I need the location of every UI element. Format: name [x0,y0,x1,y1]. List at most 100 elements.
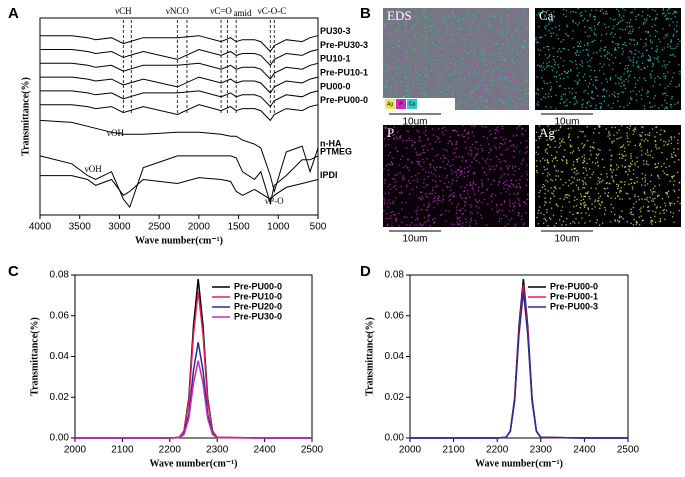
x-tick-label: 2500 [148,222,171,233]
eds-dot [584,31,587,33]
eds-dot [447,163,449,165]
eds-dot [440,69,442,71]
eds-dot [663,60,665,62]
eds-dot [414,35,416,37]
eds-dot [677,142,679,145]
eds-dot [519,51,522,53]
eds-dot [485,86,487,88]
eds-dot [395,197,397,199]
eds-dot [614,197,617,200]
eds-dot [629,43,631,45]
eds-dot [452,178,454,180]
eds-dot [470,154,472,157]
eds-dot [410,19,413,21]
eds-dot [419,96,421,98]
x-tick-label: 1000 [267,222,290,233]
eds-dot [409,182,411,184]
eds-dot [452,30,454,33]
eds-dot [523,97,526,99]
eds-dot [583,154,585,156]
eds-dot [512,70,514,72]
eds-dot [454,13,456,15]
eds-dot [513,61,515,64]
eds-dot [403,177,406,179]
eds-dot [597,22,599,24]
eds-dot [647,8,649,10]
eds-dot [499,55,501,58]
eds-dot [422,39,425,42]
eds-dot [517,81,519,83]
eds-dot [618,153,621,155]
eds-dot [545,179,547,182]
eds-dot [666,33,668,36]
eds-dot [627,64,629,67]
eds-dot [656,148,658,150]
eds-dot [505,76,507,78]
eds-dot [406,56,408,58]
eds-dot [620,76,622,78]
eds-dot [455,77,458,79]
eds-dot [526,198,529,201]
eds-dot [427,39,429,41]
eds-dot [537,212,539,214]
eds-dot [465,73,467,75]
eds-dot [678,182,680,184]
eds-dot [454,57,457,60]
eds-dot [575,184,578,186]
eds-dot [646,151,649,153]
eds-dot [526,62,529,64]
eds-dot [487,50,490,52]
eds-dot [435,155,437,157]
eds-dot [565,9,567,12]
eds-dot [630,157,632,159]
eds-dot [669,103,672,106]
eds-dot [418,53,420,56]
eds-dot [425,81,427,83]
eds-dot [634,195,636,198]
eds-dot [677,38,679,41]
eds-dot [618,13,620,15]
eds-dot [474,65,476,67]
eds-dot [423,216,426,219]
eds-dot [634,182,636,185]
eds-dot [504,43,506,45]
eds-dot [554,140,556,143]
eds-dot [511,217,513,220]
eds-dot [620,85,622,88]
eds-dot [517,53,519,55]
eds-dot [580,45,582,47]
eds-dot [552,214,555,217]
eds-dot [628,128,631,130]
eds-dot [668,24,671,26]
eds-dot [499,78,501,80]
eds-dot [456,169,459,171]
eds-dot [643,105,646,107]
eds-dot [632,39,635,41]
eds-dot [591,208,593,210]
eds-dot [679,181,681,183]
eds-dot [472,72,474,74]
eds-dot [482,31,484,34]
eds-dot [522,133,524,136]
eds-dot [599,102,601,104]
eds-dot [523,39,525,42]
eds-dot [644,184,646,186]
eds-dot [413,68,415,70]
eds-dot [649,106,651,108]
eds-dot [625,78,627,80]
eds-dot [474,16,476,18]
eds-dot [494,59,496,61]
eds-dot [481,217,483,219]
eds-dot [635,220,637,223]
eds-dot [637,56,640,58]
eds-dot [470,11,472,13]
annotation: amid [234,8,252,18]
eds-dot [647,59,649,61]
eds-dot [443,27,446,29]
eds-dot [638,216,641,218]
eds-dot [392,69,395,71]
eds-dot [512,89,515,92]
eds-dot [614,219,616,221]
eds-dot [631,213,633,216]
eds-dot [489,102,492,104]
